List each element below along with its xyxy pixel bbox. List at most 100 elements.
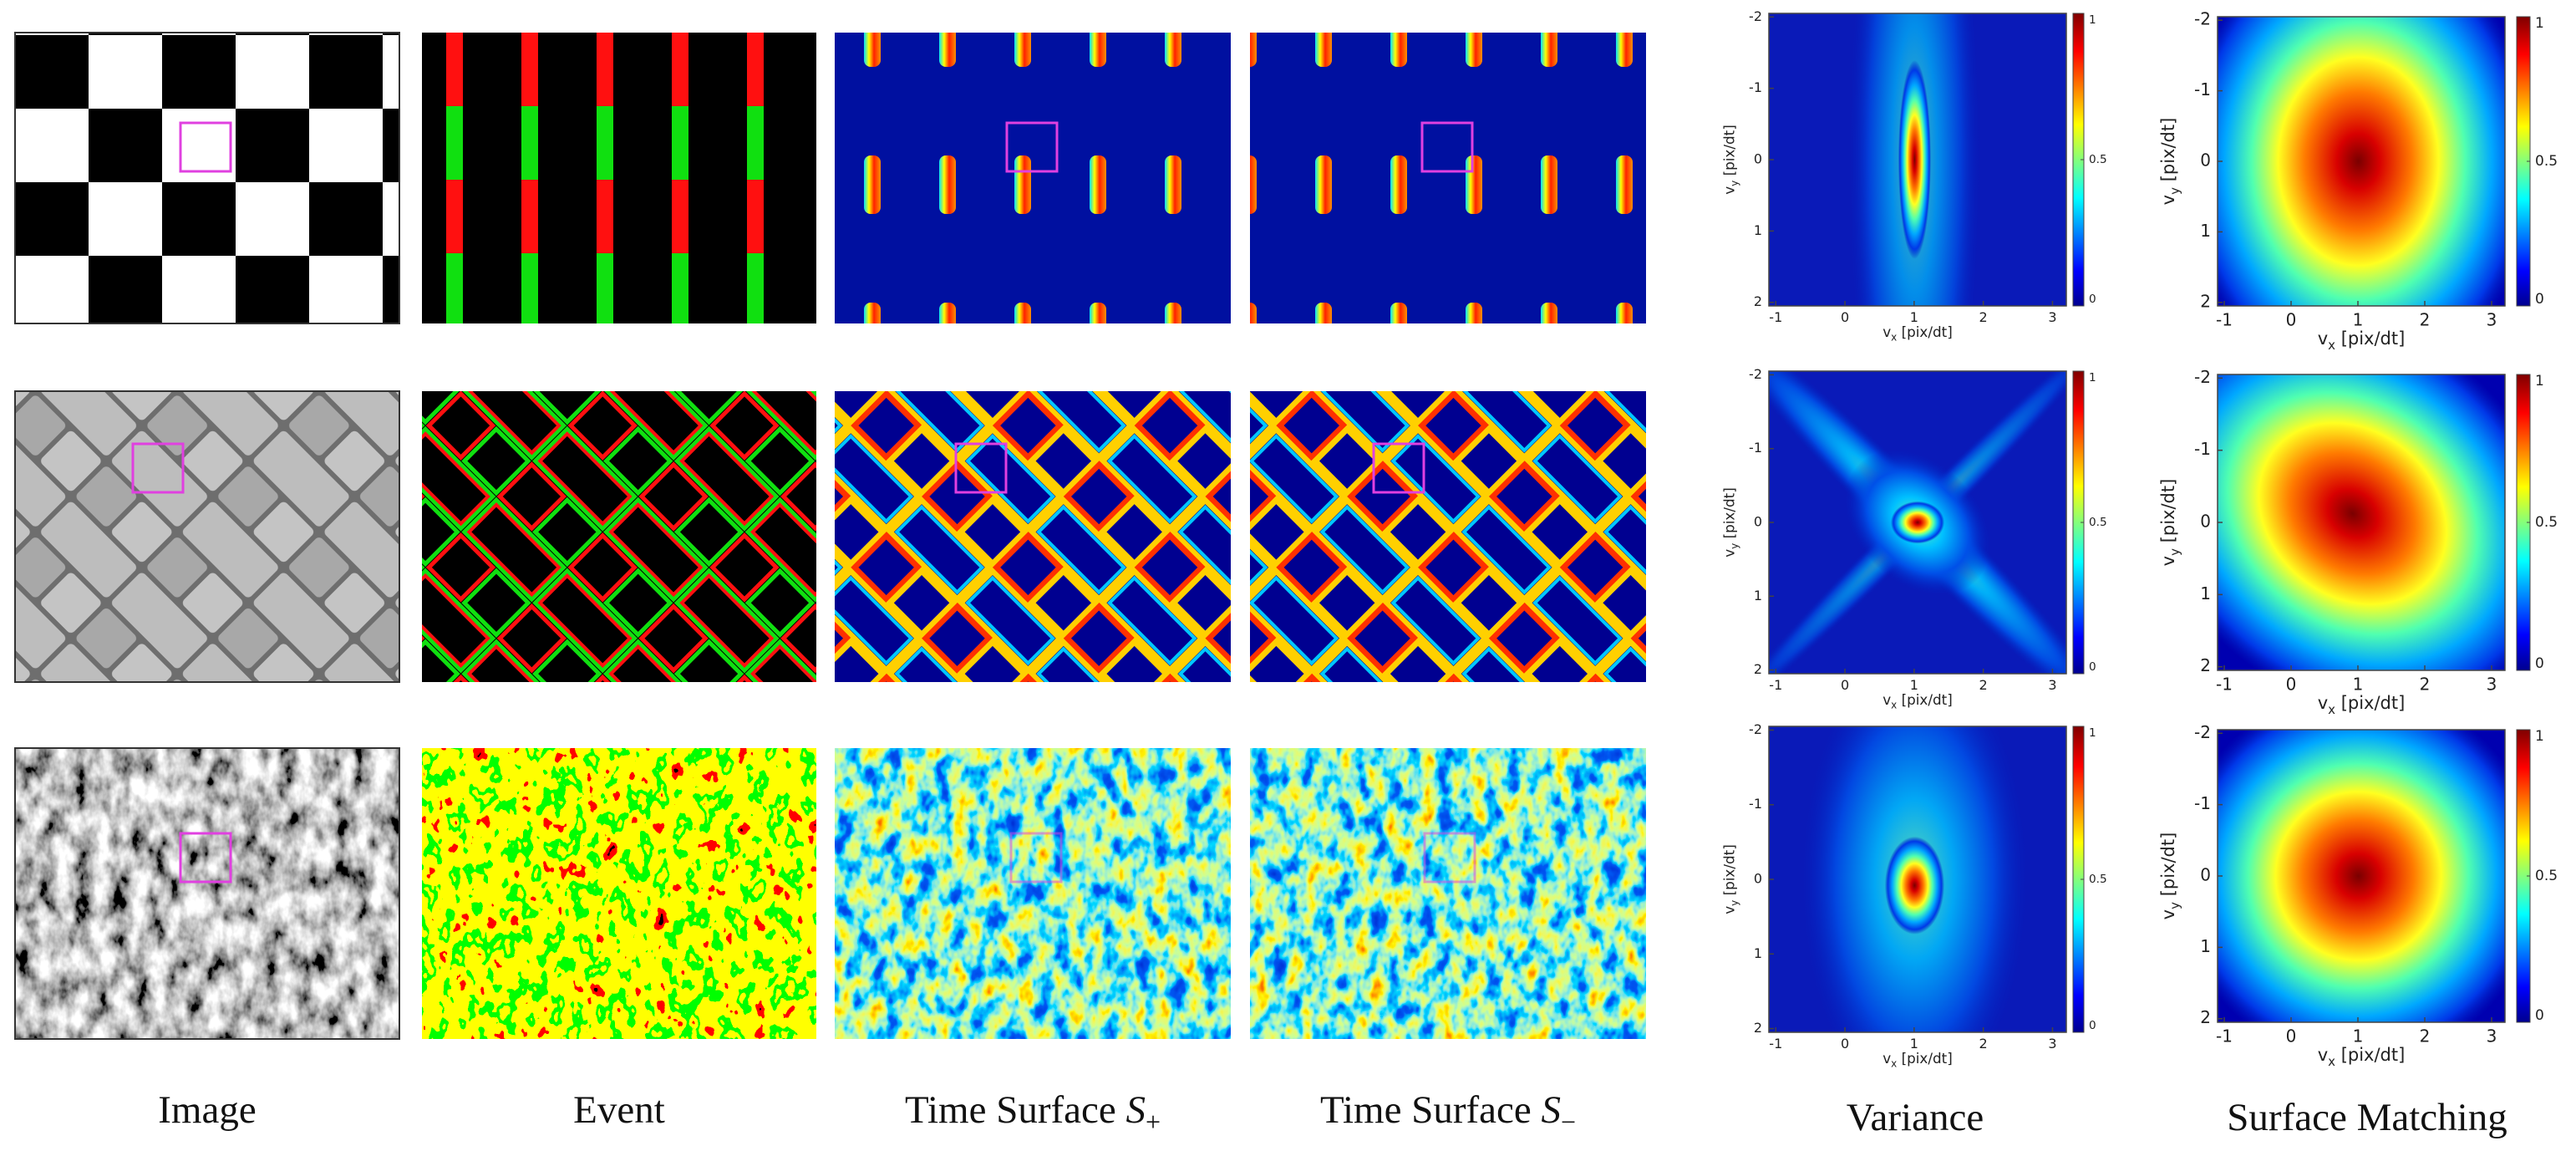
- axis-symbol: v: [1882, 1050, 1891, 1067]
- y-axis-label: vy [pix/dt]: [2158, 118, 2182, 206]
- colorbar-tick-label: 0: [2535, 655, 2544, 672]
- colorbar-tick-label: 0.5: [2535, 868, 2558, 884]
- x-tick-label: 2: [2420, 675, 2431, 695]
- heatmap-blob: [1890, 501, 1945, 544]
- x-tick-label: 2: [1979, 677, 1988, 693]
- colorbar-tick-label: 1: [2089, 371, 2096, 384]
- axis-unit: [pix/dt]: [1720, 487, 1737, 543]
- x-tick-label: 1: [1910, 309, 1918, 325]
- x-tick-label: 0: [1841, 309, 1849, 325]
- colorbar-tick-label: 0: [2535, 1007, 2544, 1024]
- label-subscript: −: [1561, 1107, 1576, 1137]
- time-surface-minus: [1250, 33, 1646, 323]
- y-tick-label: -1: [1749, 796, 1762, 812]
- y-tick-label: -2: [1749, 366, 1762, 382]
- x-tick-label: -1: [2216, 1026, 2233, 1047]
- x-axis-label: vx [pix/dt]: [1882, 323, 1953, 344]
- axis-unit: [pix/dt]: [2335, 328, 2405, 349]
- axis-subscript: y: [2167, 548, 2182, 556]
- axis-subscript: x: [1891, 332, 1897, 344]
- patch-box: [1005, 121, 1059, 173]
- y-tick-label: 0: [1754, 151, 1762, 167]
- y-tick-label: 2: [2200, 1007, 2211, 1027]
- y-tick-label: 1: [1754, 945, 1762, 961]
- axis-subscript: y: [1729, 181, 1740, 186]
- axis-subscript: x: [2328, 702, 2335, 717]
- axis-subscript: y: [2167, 187, 2182, 195]
- column-label: Time Surface S+: [905, 1088, 1161, 1137]
- y-tick-label: 2: [2200, 291, 2211, 311]
- x-tick-label: 0: [2286, 1026, 2297, 1047]
- y-tick-label: -2: [1749, 721, 1762, 737]
- x-tick-label: 1: [2353, 675, 2364, 695]
- axis-unit: [pix/dt]: [2158, 118, 2178, 187]
- patch-box: [1420, 121, 1474, 173]
- patch-box: [954, 442, 1008, 494]
- image-border: [14, 390, 400, 683]
- colorbar-tick-label: 0.5: [2535, 153, 2558, 170]
- x-axis-label: vx [pix/dt]: [2318, 1045, 2406, 1069]
- y-tick-label: 1: [2200, 936, 2211, 956]
- heatmap-blob: [1884, 836, 1945, 934]
- y-tick-label: 2: [2200, 655, 2211, 675]
- label-symbol: S: [1126, 1088, 1146, 1132]
- axis-symbol: v: [1882, 691, 1891, 708]
- axis-unit: [pix/dt]: [2158, 833, 2178, 902]
- patch-box: [179, 832, 232, 884]
- x-tick-label: 2: [1979, 309, 1988, 325]
- axis-subscript: x: [1891, 700, 1897, 711]
- x-tick-label: -1: [2216, 310, 2233, 330]
- x-tick-label: 0: [2286, 675, 2297, 695]
- colorbar-tick-label: 0.5: [2089, 516, 2107, 529]
- colorbar-tick-label: 1: [2535, 728, 2544, 745]
- axis-symbol: v: [2318, 1045, 2328, 1065]
- y-tick-label: -1: [2194, 439, 2211, 459]
- axis-symbol: v: [2318, 328, 2328, 349]
- x-tick-label: 3: [2048, 677, 2056, 693]
- colorbar-tick-label: 0.5: [2535, 514, 2558, 531]
- axis-symbol: v: [1882, 323, 1891, 340]
- y-tick-label: 0: [2200, 865, 2211, 885]
- column-label: Image: [158, 1088, 256, 1132]
- label-symbol: S: [1542, 1088, 1562, 1132]
- x-axis-label: vx [pix/dt]: [2318, 693, 2406, 717]
- x-tick-label: -1: [1769, 677, 1782, 693]
- label-subscript: +: [1146, 1107, 1161, 1137]
- heatmap: [2218, 374, 2505, 670]
- heatmap-blob: [2218, 374, 2505, 670]
- y-axis-label: vy [pix/dt]: [2158, 833, 2182, 920]
- axis-subscript: x: [2328, 338, 2335, 353]
- x-axis-label: vx [pix/dt]: [1882, 1050, 1953, 1070]
- axis-subscript: y: [2167, 902, 2182, 909]
- colorbar-tick-label: 0.5: [2089, 153, 2107, 166]
- x-tick-label: -1: [1769, 1036, 1782, 1052]
- y-axis-label: vy [pix/dt]: [1720, 487, 1740, 558]
- column-label: Event: [573, 1088, 665, 1132]
- y-tick-label: 1: [2200, 583, 2211, 603]
- x-tick-label: -1: [2216, 675, 2233, 695]
- y-axis-label: vy [pix/dt]: [1720, 844, 1740, 914]
- event-image: [422, 748, 816, 1039]
- y-tick-label: 2: [1754, 293, 1762, 309]
- heatmap-blob: [2218, 17, 2505, 306]
- x-tick-label: 3: [2487, 1026, 2497, 1047]
- column-label: Surface Matching: [2227, 1096, 2507, 1139]
- x-tick-label: -1: [1769, 309, 1782, 325]
- colorbar-tick-label: 1: [2089, 13, 2096, 27]
- x-tick-label: 1: [1910, 677, 1918, 693]
- axis-unit: [pix/dt]: [2158, 479, 2178, 548]
- x-axis-label: vx [pix/dt]: [2318, 328, 2406, 353]
- x-tick-label: 1: [2353, 310, 2364, 330]
- time-surface-minus: [1250, 391, 1646, 682]
- x-tick-label: 1: [1910, 1036, 1918, 1052]
- event-image: [422, 33, 816, 323]
- patch-box: [1372, 442, 1425, 494]
- image-border: [14, 32, 400, 324]
- x-tick-label: 1: [2353, 1026, 2364, 1047]
- axis-symbol: v: [1720, 186, 1737, 195]
